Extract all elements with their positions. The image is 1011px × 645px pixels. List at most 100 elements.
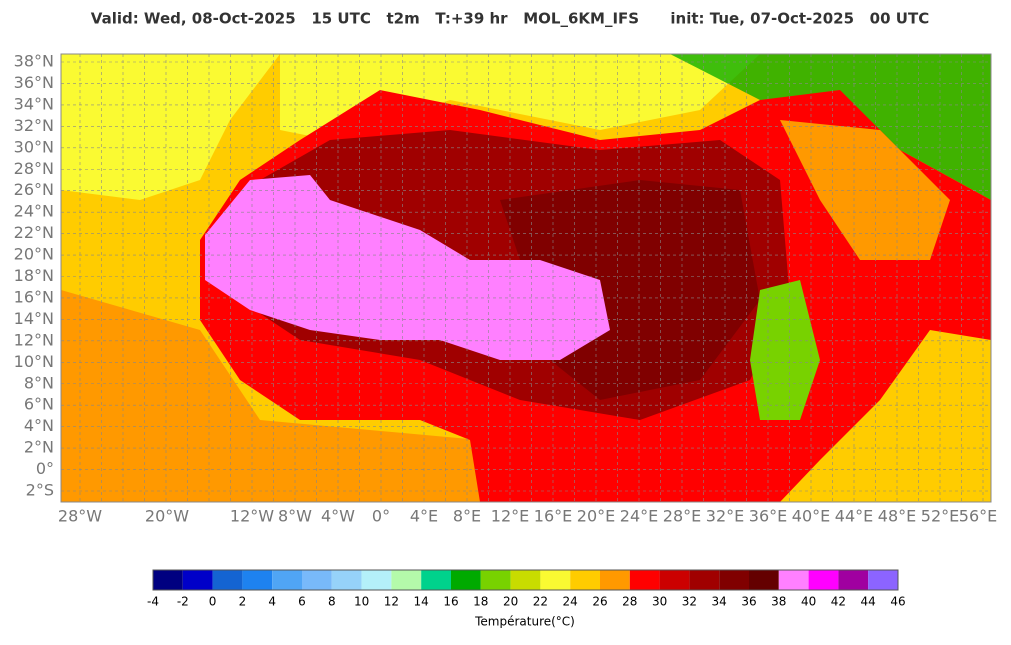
extreme-heat: [205, 175, 610, 360]
colorbar-swatch: [331, 570, 362, 590]
colorbar-swatch: [629, 570, 660, 590]
lon-label: 24°E: [620, 507, 658, 526]
lat-label: 10°N: [14, 352, 54, 371]
lon-label: 16°E: [534, 507, 572, 526]
lon-label: 36°E: [749, 507, 787, 526]
lat-label: 30°N: [14, 137, 54, 156]
colorbar-swatch: [153, 570, 183, 590]
graticule: [61, 54, 991, 502]
lon-label: 4°E: [410, 507, 438, 526]
lon-label: 8°E: [453, 507, 481, 526]
lat-label: 36°N: [14, 73, 54, 92]
colorbar-swatch: [838, 570, 869, 590]
colorbar-tick: 2: [239, 595, 247, 609]
colorbar-tick: 46: [890, 595, 905, 609]
lat-label: 0°: [36, 459, 54, 478]
lat-label: 2°N: [24, 438, 54, 457]
arabia: [780, 120, 950, 260]
map-frame: [60, 53, 992, 503]
colorbar-swatch: [510, 570, 541, 590]
colorbar-swatch: [242, 570, 273, 590]
lon-label: 12°W: [230, 507, 274, 526]
colorbar-tick: 6: [298, 595, 306, 609]
lat-label: 8°N: [24, 373, 54, 392]
colorbar-swatch: [451, 570, 481, 590]
colorbar: -4 -2 0 2 4 6 8 10 12 14 16 18 20 22 24 26 28 30 32 34 36 38 4…: [147, 569, 906, 609]
lon-label: 28°W: [58, 507, 102, 526]
lon-label: 44°E: [835, 507, 873, 526]
north-atlantic: [61, 54, 280, 200]
lat-label: 24°N: [14, 202, 54, 221]
lon-label: 20°W: [145, 507, 189, 526]
lon-label: 12°E: [491, 507, 529, 526]
colorbar-swatch: [182, 570, 213, 590]
colorbar-swatch: [570, 570, 600, 590]
colorbar-tick: 4: [268, 595, 276, 609]
colorbar-swatch: [361, 570, 392, 590]
colorbar-label: Température(°C): [474, 615, 575, 629]
title: Valid: Wed, 08-Oct-2025 15 UTC t2m T:+39…: [91, 10, 929, 28]
colorbar-tick: 40: [801, 595, 816, 609]
lon-label: 4°W: [321, 507, 355, 526]
colorbar-tick: 28: [622, 595, 637, 609]
colorbar-swatch: [659, 570, 690, 590]
colorbar-swatch: [868, 570, 898, 590]
lon-label: 40°E: [792, 507, 830, 526]
colorbar-swatch: [808, 570, 839, 590]
colorbar-tick: 42: [831, 595, 846, 609]
colorbar-tick: 36: [741, 595, 756, 609]
colorbar-tick: -4: [147, 595, 159, 609]
lat-label: 14°N: [14, 309, 54, 328]
colorbar-swatch: [689, 570, 720, 590]
lat-label: 4°N: [24, 416, 54, 435]
colorbar-tick: 14: [414, 595, 429, 609]
colorbar-frame: [152, 569, 899, 591]
lat-label: 18°N: [14, 266, 54, 285]
lon-label: 8°W: [278, 507, 312, 526]
lon-label: 52°E: [921, 507, 959, 526]
mediterranean: [280, 54, 760, 140]
colorbar-swatch: [272, 570, 302, 590]
colorbar-swatch: [391, 570, 422, 590]
colorbar-tick: 10: [354, 595, 369, 609]
colorbar-tick: 24: [563, 595, 578, 609]
colorbar-swatch: [719, 570, 749, 590]
colorbar-swatch: [421, 570, 451, 590]
lat-label: 2°S: [26, 481, 54, 500]
colorbar-tick: 34: [712, 595, 727, 609]
colorbar-tick: 26: [592, 595, 607, 609]
lon-label: 28°E: [663, 507, 701, 526]
lat-label: 38°N: [14, 52, 54, 71]
highlands: [670, 54, 991, 200]
lat-label: 12°N: [14, 330, 54, 349]
lat-label: 20°N: [14, 245, 54, 264]
lat-label: 22°N: [14, 223, 54, 242]
lon-label: 20°E: [577, 507, 615, 526]
colorbar-tick: 16: [443, 595, 458, 609]
colorbar-tick: 22: [533, 595, 548, 609]
colorbar-tick: 8: [328, 595, 336, 609]
lat-label: 32°N: [14, 116, 54, 135]
colorbar-swatch: [480, 570, 511, 590]
colorbar-tick: 32: [682, 595, 697, 609]
lat-label: 26°N: [14, 180, 54, 199]
lon-label: 56°E: [959, 507, 997, 526]
colorbar-tick: 44: [861, 595, 876, 609]
colorbar-tick: 30: [652, 595, 667, 609]
lon-label: 0°: [372, 507, 390, 526]
colorbar-swatch: [778, 570, 809, 590]
lon-label: 32°E: [706, 507, 744, 526]
colorbar-swatch: [749, 570, 779, 590]
lat-label: 6°N: [24, 395, 54, 414]
colorbar-swatch: [600, 570, 630, 590]
lon-label: 48°E: [878, 507, 916, 526]
colorbar-tick: -2: [177, 595, 189, 609]
lat-label: 28°N: [14, 159, 54, 178]
colorbar-tick: 18: [473, 595, 488, 609]
temperature-map: [61, 54, 991, 502]
colorbar-swatch: [212, 570, 243, 590]
colorbar-tick: 0: [209, 595, 217, 609]
colorbar-tick: 12: [384, 595, 399, 609]
colorbar-swatch: [302, 570, 332, 590]
